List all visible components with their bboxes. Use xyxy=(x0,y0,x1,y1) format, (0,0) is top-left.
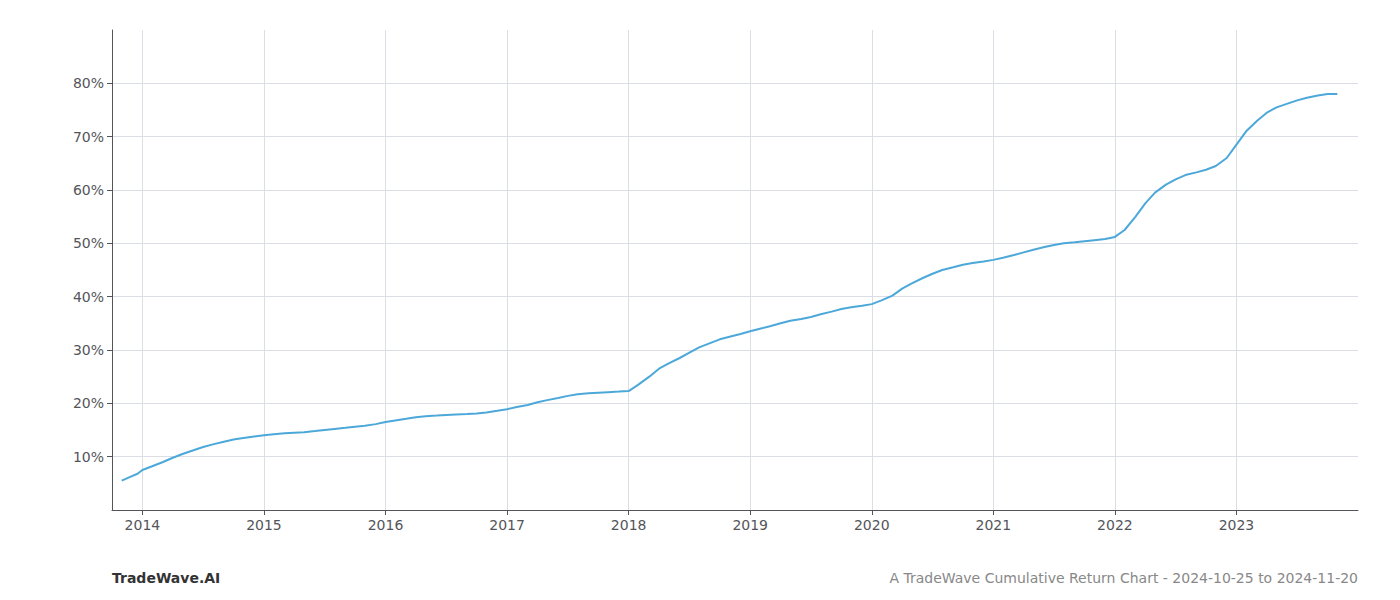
svg-text:40%: 40% xyxy=(73,289,104,305)
svg-text:2016: 2016 xyxy=(368,517,404,533)
svg-text:70%: 70% xyxy=(73,129,104,145)
svg-text:2023: 2023 xyxy=(1219,517,1255,533)
svg-text:2014: 2014 xyxy=(125,517,161,533)
svg-text:2015: 2015 xyxy=(246,517,282,533)
svg-text:A TradeWave Cumulative Return: A TradeWave Cumulative Return Chart - 20… xyxy=(889,570,1358,586)
svg-text:30%: 30% xyxy=(73,342,104,358)
svg-text:TradeWave.AI: TradeWave.AI xyxy=(112,570,220,586)
svg-text:2017: 2017 xyxy=(489,517,525,533)
svg-text:20%: 20% xyxy=(73,395,104,411)
svg-text:2022: 2022 xyxy=(1097,517,1133,533)
svg-text:2018: 2018 xyxy=(611,517,647,533)
svg-text:2021: 2021 xyxy=(975,517,1011,533)
svg-text:10%: 10% xyxy=(73,449,104,465)
svg-text:2019: 2019 xyxy=(732,517,768,533)
svg-text:60%: 60% xyxy=(73,182,104,198)
svg-text:50%: 50% xyxy=(73,235,104,251)
svg-text:80%: 80% xyxy=(73,75,104,91)
svg-text:2020: 2020 xyxy=(854,517,890,533)
